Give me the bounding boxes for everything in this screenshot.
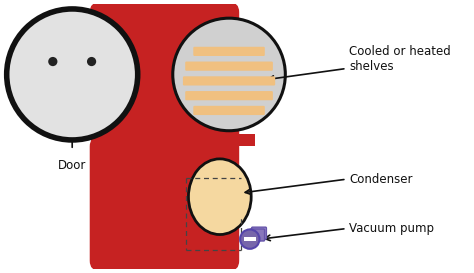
Circle shape <box>240 229 259 249</box>
Text: Cooled or heated
shelves: Cooled or heated shelves <box>349 45 451 73</box>
Circle shape <box>87 57 96 66</box>
Circle shape <box>7 9 138 140</box>
Bar <box>203 134 255 146</box>
FancyBboxPatch shape <box>193 106 265 115</box>
Text: Condenser: Condenser <box>349 173 412 186</box>
FancyBboxPatch shape <box>250 229 264 241</box>
Text: Vacuum pump: Vacuum pump <box>349 222 434 235</box>
Circle shape <box>48 57 57 66</box>
Bar <box>244 237 256 241</box>
FancyBboxPatch shape <box>183 76 275 85</box>
FancyBboxPatch shape <box>193 47 265 56</box>
FancyBboxPatch shape <box>90 136 239 271</box>
Circle shape <box>173 18 285 131</box>
FancyBboxPatch shape <box>185 61 273 71</box>
FancyBboxPatch shape <box>185 91 273 100</box>
Ellipse shape <box>189 159 251 235</box>
FancyBboxPatch shape <box>90 2 239 145</box>
Text: Door: Door <box>58 159 86 172</box>
FancyBboxPatch shape <box>252 227 266 239</box>
